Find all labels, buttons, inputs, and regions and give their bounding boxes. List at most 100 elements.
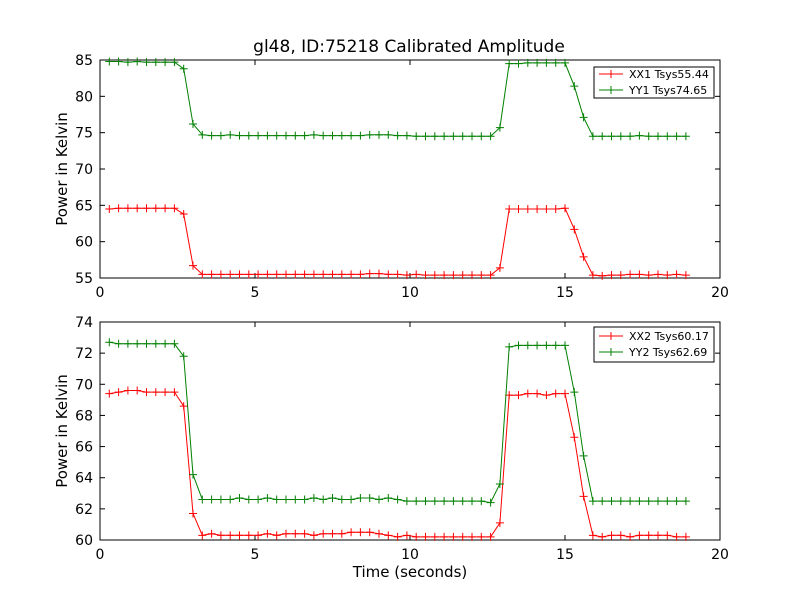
bottom-series-1-point: [114, 339, 123, 348]
bottom-series-0-point: [672, 532, 681, 541]
top-x-tick-label: 10: [401, 285, 419, 301]
bottom-series-0-point: [486, 532, 495, 541]
top-series-0-point: [375, 269, 383, 278]
top-series-1-point: [551, 58, 560, 67]
bottom-series-1-point: [635, 497, 644, 506]
top-series-0-point: [495, 263, 504, 272]
top-y-tick-label: 75: [75, 126, 93, 142]
bottom-y-tick-label: 68: [75, 408, 93, 424]
top-series-0-point: [402, 271, 411, 280]
top-series-0-point: [514, 204, 523, 213]
top-series-0-point: [244, 270, 253, 279]
bottom-series-1-point: [551, 341, 560, 350]
top-series-0-point: [616, 271, 625, 280]
bottom-series-1-point: [291, 495, 300, 504]
bottom-series-0-point: [440, 532, 449, 541]
bottom-series-0-point: [272, 531, 281, 540]
bottom-series-1-point: [440, 497, 449, 506]
bottom-series-0-point: [635, 531, 644, 540]
bottom-series-0-point: [291, 529, 300, 538]
top-series-1-point: [542, 58, 551, 67]
bottom-series-1-point: [514, 341, 523, 350]
top-series-1-point: [300, 131, 309, 140]
top-series-1-point: [254, 131, 263, 140]
top-series-0-point: [170, 204, 179, 213]
bottom-series-1-point: [347, 495, 356, 504]
bottom-series-0-point: [542, 391, 551, 400]
top-series-1-point: [486, 132, 495, 141]
bottom-legend-label-yy2: YY2 Tsys62.69: [628, 346, 707, 359]
bottom-x-tick-label: 20: [711, 547, 729, 563]
bottom-series-1-point: [542, 341, 551, 350]
bottom-x-axis-label: Time (seconds): [352, 563, 468, 581]
bottom-series-0-point: [654, 531, 662, 540]
bottom-series-0-point: [254, 531, 263, 540]
top-series-0-point: [291, 270, 300, 279]
top-series-0-point: [393, 270, 402, 279]
bottom-series-1-point: [505, 342, 514, 351]
top-series-1-point: [468, 132, 476, 141]
bottom-series-1-point: [198, 495, 207, 504]
top-y-tick-label: 55: [75, 271, 93, 287]
bottom-series-0-point: [495, 518, 504, 527]
top-series-1-point: [133, 57, 142, 66]
top-series-0-point: [607, 271, 616, 280]
top-series-1-point: [635, 131, 644, 140]
bottom-y-tick-label: 64: [75, 471, 93, 487]
bottom-series-1-point: [300, 495, 309, 504]
bottom-series-1-point: [189, 470, 197, 479]
bottom-series-1-point: [495, 479, 504, 488]
bottom-series-0-point: [282, 529, 290, 538]
bottom-series-0-point: [561, 389, 569, 398]
bottom-series-0-point: [598, 532, 607, 541]
bottom-series-1-point: [384, 493, 393, 502]
bottom-series-0-point: [681, 532, 690, 541]
top-series-0-point: [663, 271, 672, 280]
top-legend-label-xx1: XX1 Tsys55.44: [629, 68, 709, 81]
bottom-series-0-point: [198, 531, 207, 540]
bottom-series-0-point: [309, 531, 318, 540]
bottom-x-tick-label: 5: [251, 547, 260, 563]
bottom-series-1-point: [337, 495, 346, 504]
bottom-series-0-point: [588, 531, 597, 540]
bottom-series-0-point: [626, 532, 635, 541]
bottom-x-ticks: 0 5 10 15 20: [96, 322, 729, 563]
bottom-y-tick-label: 66: [75, 440, 93, 456]
top-series-1-point: [588, 132, 597, 141]
bottom-series-1-point: [430, 497, 439, 506]
top-series-0-point: [123, 204, 132, 213]
top-series-0-point: [337, 270, 346, 279]
bottom-x-tick-label: 10: [401, 547, 419, 563]
top-series-0-point: [588, 271, 597, 280]
top-series-0-point: [179, 210, 188, 219]
bottom-series-0-point: [189, 509, 197, 518]
top-series-1-point: [161, 58, 170, 67]
top-y-tick-label: 60: [75, 235, 93, 251]
bottom-series-1-point: [216, 495, 225, 504]
top-series-1-point: [282, 131, 290, 140]
bottom-series-0-point: [430, 532, 439, 541]
top-series-1-point: [654, 132, 662, 141]
bottom-series-1-point: [477, 497, 486, 506]
top-series-1-point: [412, 132, 421, 141]
bottom-series-1-point: [523, 341, 532, 350]
top-series-0-point: [319, 270, 328, 279]
top-series-0-point: [226, 270, 235, 279]
top-series-1-point: [402, 131, 411, 140]
top-series-0-point: [449, 271, 458, 280]
bottom-y-ticks: 60 62 64 66 68 70 72 74: [75, 315, 720, 549]
bottom-series-1-point: [607, 497, 616, 506]
top-series-1-point: [598, 132, 607, 141]
bottom-series-0-point: [384, 531, 393, 540]
top-y-tick-label: 80: [75, 89, 93, 105]
bottom-series-1-point: [272, 495, 281, 504]
top-series-0-point: [272, 270, 281, 279]
top-series-1-point: [309, 130, 318, 139]
top-series-0-point: [282, 270, 290, 279]
top-series-1-point: [523, 58, 532, 67]
bottom-series-0-point: [244, 531, 253, 540]
bottom-series-1-point: [579, 451, 588, 460]
bottom-x-tick-label: 0: [96, 547, 105, 563]
top-series-layer: [105, 57, 690, 280]
